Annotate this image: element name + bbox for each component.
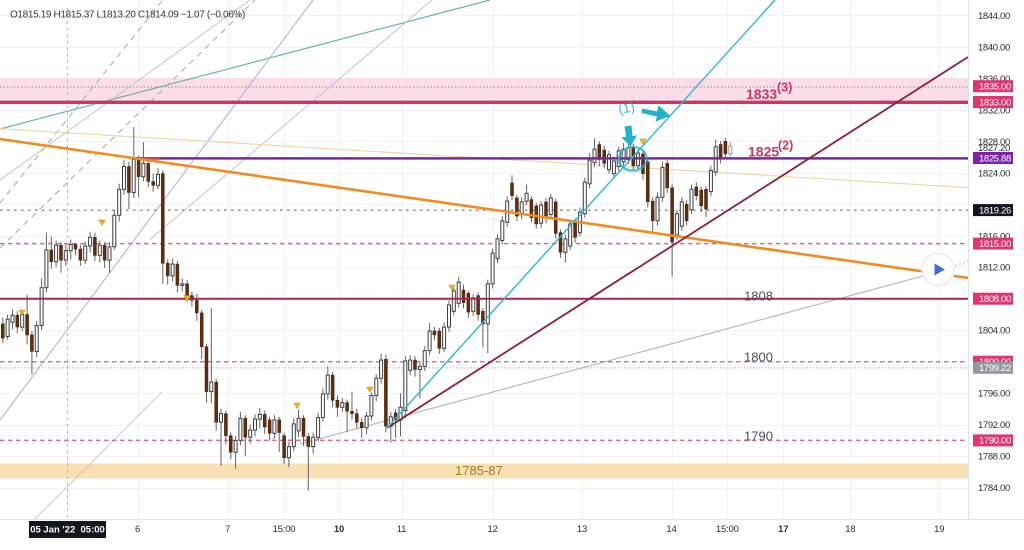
svg-text:1828.00: 1828.00 [978, 137, 1010, 148]
svg-text:15:00: 15:00 [716, 524, 739, 535]
svg-text:1827.20: 1827.20 [978, 143, 1010, 154]
svg-text:1832.00: 1832.00 [978, 105, 1010, 116]
svg-text:10: 10 [334, 524, 344, 535]
svg-text:1844.00: 1844.00 [978, 11, 1010, 22]
svg-text:1833.00: 1833.00 [979, 97, 1011, 108]
svg-text:1790.00: 1790.00 [979, 436, 1011, 447]
svg-text:12: 12 [488, 524, 498, 535]
svg-text:1836.00: 1836.00 [978, 74, 1010, 85]
svg-text:1824.00: 1824.00 [978, 168, 1010, 179]
svg-text:1833: 1833 [746, 86, 777, 102]
svg-text:13: 13 [577, 524, 587, 535]
svg-text:1799.22: 1799.22 [979, 363, 1011, 374]
svg-text:1784.00: 1784.00 [978, 483, 1010, 494]
svg-text:(2): (2) [778, 139, 793, 153]
svg-text:1816.00: 1816.00 [978, 231, 1010, 242]
svg-text:6: 6 [135, 524, 140, 535]
svg-text:11: 11 [397, 524, 406, 535]
svg-text:(3): (3) [777, 81, 792, 95]
svg-text:1825.88: 1825.88 [979, 153, 1011, 164]
svg-text:1835.00: 1835.00 [979, 82, 1011, 93]
svg-text:05 Jan '22 05:00: 05 Jan '22 05:00 [30, 525, 105, 536]
svg-text:1808: 1808 [744, 289, 773, 304]
svg-text:1808.00: 1808.00 [979, 294, 1011, 305]
svg-text:O1815.19 H1815.37 L1813.20 C18: O1815.19 H1815.37 L1813.20 C1814.09 −1.0… [10, 10, 245, 21]
svg-text:18: 18 [845, 524, 855, 535]
svg-text:7: 7 [225, 524, 230, 535]
svg-text:1796.00: 1796.00 [978, 389, 1010, 400]
svg-text:1788.00: 1788.00 [978, 452, 1010, 463]
svg-text:1815.00: 1815.00 [979, 239, 1011, 250]
svg-text:15:00: 15:00 [273, 524, 296, 535]
svg-text:1825: 1825 [748, 144, 779, 160]
svg-text:1840.00: 1840.00 [978, 42, 1010, 53]
svg-text:17: 17 [778, 524, 788, 535]
svg-text:1790: 1790 [744, 429, 773, 444]
svg-text:1819.26: 1819.26 [979, 205, 1011, 216]
svg-text:(1): (1) [617, 99, 636, 117]
svg-text:1792.00: 1792.00 [978, 420, 1010, 431]
svg-text:19: 19 [934, 524, 944, 535]
svg-text:1804.00: 1804.00 [978, 326, 1010, 337]
svg-text:14: 14 [666, 524, 676, 535]
svg-text:1785-87: 1785-87 [455, 463, 503, 478]
svg-text:1812.00: 1812.00 [978, 263, 1010, 274]
svg-text:1800: 1800 [744, 350, 773, 365]
